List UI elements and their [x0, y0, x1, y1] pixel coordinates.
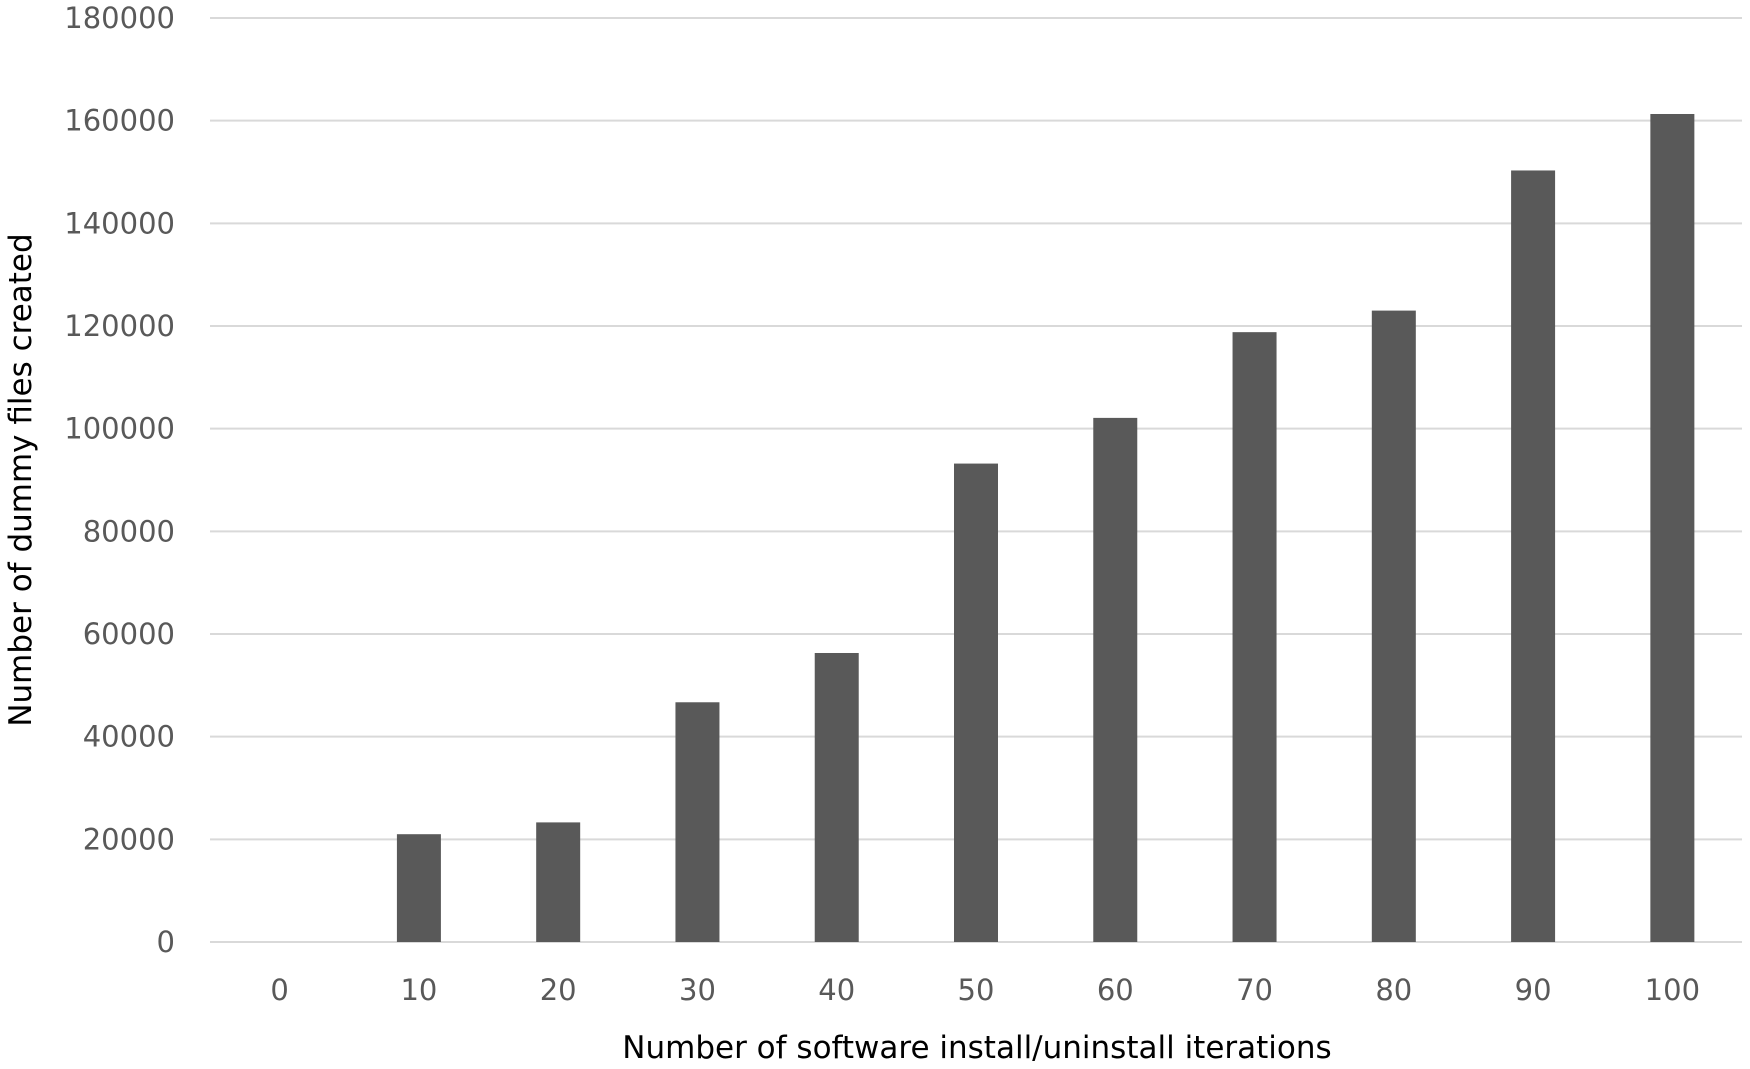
- y-tick-label: 180000: [64, 1, 175, 35]
- bars: [396, 113, 1695, 943]
- y-tick-label: 80000: [83, 514, 175, 548]
- x-tick-label: 70: [1236, 973, 1273, 1007]
- y-tick-label: 0: [157, 925, 175, 959]
- bar: [954, 463, 998, 942]
- bar: [1650, 113, 1695, 942]
- x-axis-title: Number of software install/uninstall ite…: [622, 1030, 1331, 1066]
- bar: [1371, 310, 1416, 943]
- x-tick-label: 40: [818, 973, 855, 1007]
- y-tick-label: 160000: [64, 104, 175, 138]
- x-tick-label: 20: [540, 973, 577, 1007]
- bar: [1093, 417, 1138, 942]
- y-tick-label: 60000: [83, 617, 175, 651]
- y-tick-label: 20000: [83, 822, 175, 856]
- x-tick-label: 80: [1375, 973, 1412, 1007]
- x-axis-ticks: 0 10 20 30 40 50 60 70 80 90 100: [270, 973, 1700, 1007]
- y-tick-label: 40000: [83, 720, 175, 754]
- bar: [675, 702, 720, 942]
- x-tick-label: 100: [1645, 973, 1700, 1007]
- x-tick-label: 60: [1097, 973, 1134, 1007]
- y-tick-label: 100000: [64, 412, 175, 446]
- y-axis-title: Number of dummy files created: [3, 233, 39, 726]
- bar: [1232, 332, 1277, 942]
- x-tick-label: 50: [958, 973, 995, 1007]
- x-tick-label: 10: [400, 973, 437, 1007]
- bar: [536, 822, 581, 942]
- y-axis-ticks: 0 20000 40000 60000 80000 100000 120000 140000 1…: [64, 1, 175, 959]
- y-tick-label: 120000: [64, 309, 175, 343]
- x-tick-label: 0: [270, 973, 288, 1007]
- y-tick-label: 140000: [64, 206, 175, 240]
- x-tick-label: 90: [1515, 973, 1552, 1007]
- x-tick-label: 30: [679, 973, 716, 1007]
- bar: [1511, 170, 1556, 942]
- bar: [396, 834, 441, 942]
- bar: [814, 652, 859, 942]
